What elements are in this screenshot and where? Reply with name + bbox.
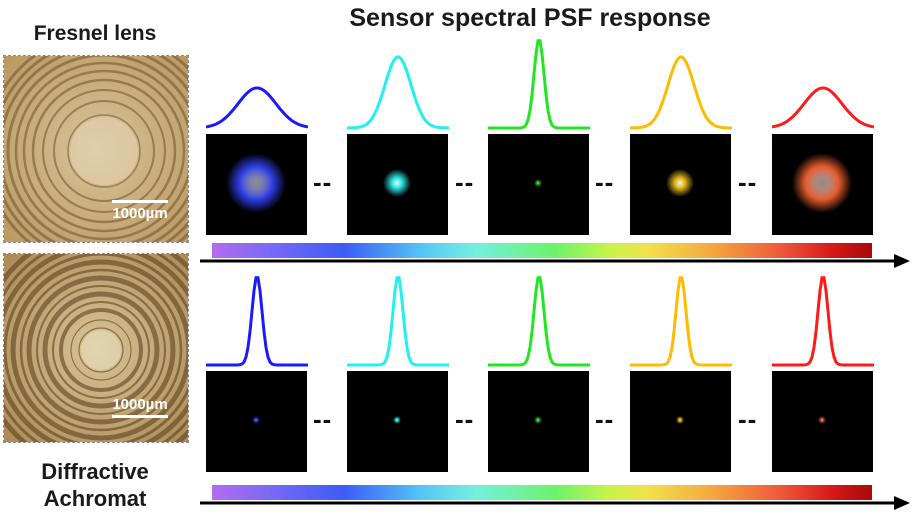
spectral-curve-achromat-2 — [347, 276, 449, 367]
psf-spot — [792, 153, 852, 213]
ellipsis-separator: -- — [595, 404, 615, 434]
fresnel-lens-micrograph — [4, 56, 188, 242]
spectral-curve-fresnel-4 — [630, 55, 732, 130]
spectral-curve-achromat-4 — [630, 276, 732, 367]
spectral-curve-fresnel-5 — [772, 86, 874, 129]
psf-tile-fresnel-4 — [630, 134, 731, 235]
ellipsis-separator: -- — [595, 167, 615, 197]
spectral-curve-fresnel-2 — [347, 55, 449, 130]
psf-tile-achromat-1 — [206, 371, 307, 472]
achromat-label-line2: Achromat — [43, 486, 147, 511]
ellipsis-separator: -- — [738, 167, 758, 197]
psf-spot — [666, 169, 694, 197]
spectral-curve-fresnel-3 — [488, 39, 590, 130]
psf-tile-fresnel-5 — [772, 134, 873, 235]
psf-spot — [676, 416, 684, 424]
psf-tile-achromat-4 — [630, 371, 731, 472]
psf-spot — [534, 179, 542, 187]
spectral-curve-achromat-3 — [488, 276, 590, 367]
psf-tile-achromat-3 — [488, 371, 589, 472]
psf-spot — [393, 416, 401, 424]
ellipsis-separator: -- — [738, 404, 758, 434]
wavelength-axis-arrow-bottom — [200, 496, 910, 510]
psf-spot — [226, 153, 286, 213]
figure-title: Sensor spectral PSF response — [349, 4, 711, 32]
psf-spot — [383, 169, 411, 197]
psf-spot — [534, 416, 542, 424]
wavelength-axis-arrow-top — [200, 254, 910, 268]
spectral-curve-achromat-5 — [772, 276, 874, 367]
ellipsis-separator: -- — [455, 167, 475, 197]
spectral-curve-fresnel-1 — [206, 86, 308, 129]
spectrum-bar-top — [212, 243, 872, 258]
psf-tile-fresnel-3 — [488, 134, 589, 235]
ellipsis-separator: -- — [455, 404, 475, 434]
spectral-curve-achromat-1 — [206, 276, 308, 367]
psf-spot — [818, 416, 826, 424]
achromat-label-line1: Diffractive — [41, 459, 149, 484]
scale-bar-line — [112, 200, 168, 203]
scale-bar-label: 1000µm — [112, 205, 168, 222]
spectrum-bar-bottom — [212, 485, 872, 500]
psf-tile-achromat-5 — [772, 371, 873, 472]
fresnel-lens-label: Fresnel lens — [33, 22, 157, 45]
diffractive-achromat-micrograph — [4, 254, 188, 442]
psf-spot — [252, 416, 260, 424]
scale-bar-label: 1000µm — [112, 396, 168, 413]
psf-tile-fresnel-2 — [347, 134, 448, 235]
scale-bar-line — [112, 415, 168, 418]
psf-tile-fresnel-1 — [206, 134, 307, 235]
ellipsis-separator: -- — [313, 167, 333, 197]
achromat-micrograph-frame — [3, 253, 189, 443]
fresnel-scale-bar: 1000µm — [108, 200, 172, 222]
ellipsis-separator: -- — [313, 404, 333, 434]
fresnel-lens-micrograph-frame — [3, 55, 189, 243]
psf-tile-achromat-2 — [347, 371, 448, 472]
diffractive-achromat-label: Diffractive Achromat — [0, 458, 190, 512]
achromat-scale-bar: 1000µm — [108, 396, 172, 420]
